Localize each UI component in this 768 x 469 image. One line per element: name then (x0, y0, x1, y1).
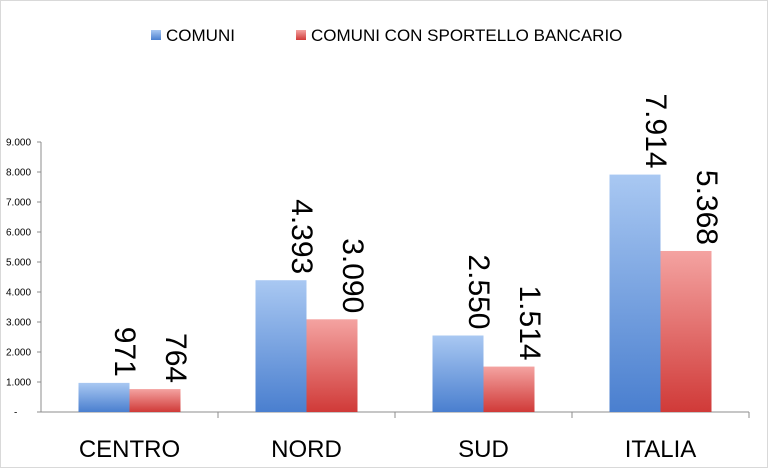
data-label: 5.368 (690, 170, 723, 245)
y-tick-label: 6.000 (6, 228, 31, 239)
bar-italia-comuni (609, 174, 661, 412)
legend-swatch-comuni (151, 30, 161, 40)
data-label: 7.914 (639, 94, 672, 169)
bar-centro-comuni (78, 382, 130, 412)
legend: COMUNI COMUNI CON SPORTELLO BANCARIO (151, 26, 622, 45)
y-tick-label: 3.000 (6, 318, 31, 329)
data-label: 764 (159, 333, 192, 383)
y-tick-label: 7.000 (6, 198, 31, 209)
bar-sud-comuni (432, 335, 484, 412)
y-tick-label: 2.000 (6, 348, 31, 359)
legend-label: COMUNI CON SPORTELLO BANCARIO (311, 26, 622, 45)
y-tick-label: 1.000 (6, 378, 31, 389)
y-tick-label: 5.000 (6, 258, 31, 269)
data-label: 1.514 (513, 286, 546, 361)
bar-nord-sportello (306, 319, 358, 412)
y-tick-label: 9.000 (6, 138, 31, 149)
bar-centro-sportello (129, 389, 181, 412)
category-label: SUD (458, 436, 509, 463)
y-tick-label: 4.000 (6, 288, 31, 299)
legend-swatch-sportello (296, 30, 306, 40)
category-label: ITALIA (625, 436, 697, 463)
y-tick-label: - (14, 408, 17, 419)
category-label: CENTRO (79, 436, 180, 463)
bar-nord-comuni (255, 280, 307, 412)
data-label: 3.090 (336, 238, 369, 313)
data-labels: 971 764 4.393 3.090 2.550 1.514 7.914 5.368 (108, 94, 723, 384)
legend-label: COMUNI (166, 26, 235, 45)
y-tick-label: 8.000 (6, 168, 31, 179)
category-label: NORD (271, 436, 342, 463)
data-label: 2.550 (462, 254, 495, 329)
bar-italia-sportello (660, 250, 712, 412)
bar-sud-sportello (483, 366, 535, 412)
bars (78, 174, 712, 412)
x-axis: CENTRO NORD SUD ITALIA (79, 436, 696, 463)
data-label: 971 (108, 327, 141, 377)
data-label: 4.393 (285, 199, 318, 274)
